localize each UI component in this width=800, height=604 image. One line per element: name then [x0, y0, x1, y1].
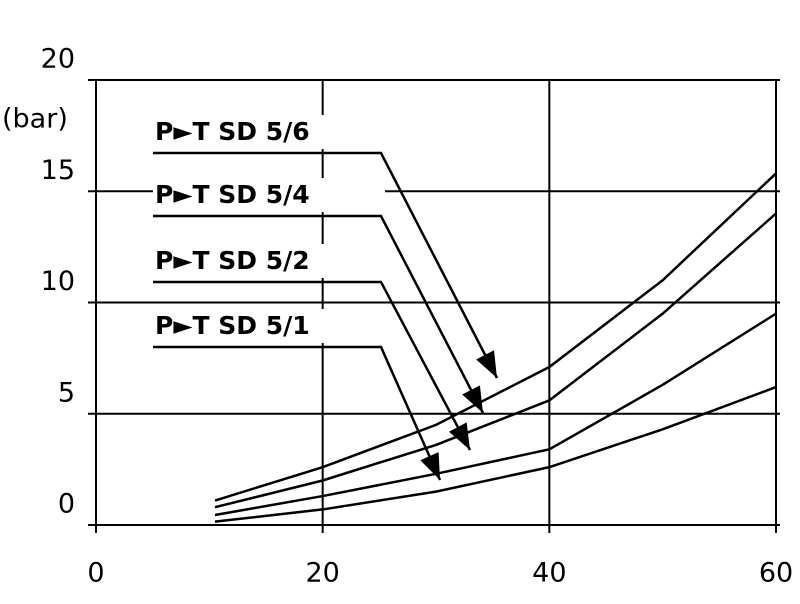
arrowhead	[448, 422, 470, 450]
y-tick-label: 20	[41, 44, 75, 75]
arrowhead	[420, 452, 440, 480]
x-tick-label: 0	[87, 558, 104, 589]
series-label: P►T SD 5/1	[155, 311, 310, 340]
series-label: P►T SD 5/6	[155, 117, 310, 146]
y-tick-label: 10	[41, 266, 75, 297]
x-tick-label: 40	[532, 558, 566, 589]
leader-line	[153, 151, 499, 379]
series-label: P►T SD 5/2	[155, 246, 310, 275]
line-series	[214, 385, 777, 523]
annotation-background	[153, 244, 385, 278]
x-tick-label: 20	[305, 558, 339, 589]
y-axis-label: (bar)	[2, 104, 68, 135]
leader-line	[153, 280, 472, 451]
leader-line	[153, 214, 485, 414]
x-tick-label: 60	[759, 558, 793, 589]
arrowhead	[462, 385, 483, 413]
y-tick-label: 0	[58, 489, 75, 520]
annotation-background	[153, 309, 385, 343]
annotation-background	[153, 178, 385, 212]
arrowhead	[476, 350, 497, 378]
leader-line	[153, 345, 442, 481]
annotation-background	[153, 115, 385, 149]
y-tick-label: 5	[58, 377, 75, 408]
series-label: P►T SD 5/4	[155, 180, 310, 209]
line-series	[214, 212, 777, 509]
line-series	[214, 172, 777, 502]
y-tick-label: 15	[41, 155, 75, 186]
line-series	[214, 312, 777, 517]
